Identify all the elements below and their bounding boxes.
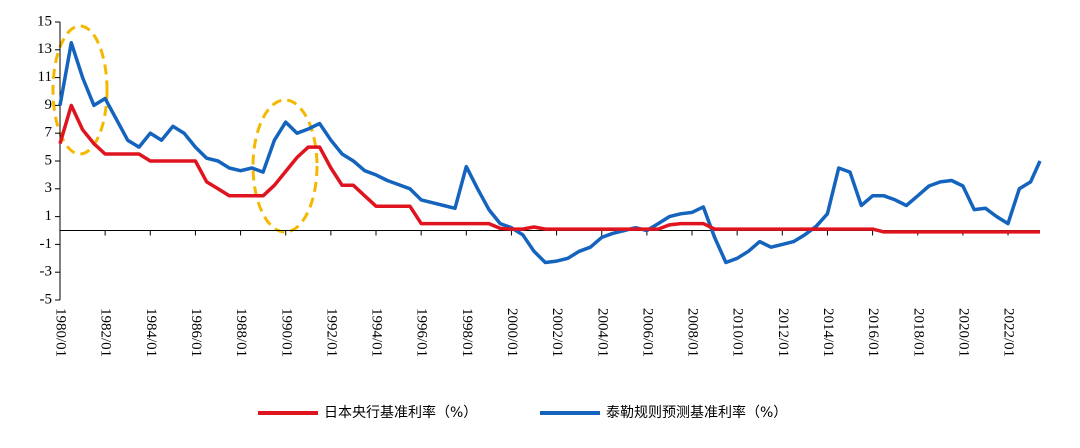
x-tick-label: 2000/01 bbox=[504, 308, 520, 357]
y-tick-label: -3 bbox=[40, 264, 53, 280]
x-tick-label: 2002/01 bbox=[549, 308, 565, 357]
y-tick-label: 1 bbox=[45, 208, 53, 224]
y-tick-label: 11 bbox=[38, 69, 52, 85]
y-tick-label: 9 bbox=[45, 97, 53, 113]
x-tick-label: 2004/01 bbox=[594, 308, 610, 357]
highlight-ellipse bbox=[51, 24, 109, 156]
y-tick-label: 13 bbox=[37, 41, 52, 57]
x-tick-label: 2022/01 bbox=[1001, 308, 1017, 357]
line-series bbox=[58, 103, 1040, 234]
x-tick-label: 1990/01 bbox=[278, 308, 294, 357]
x-tick-label: 2014/01 bbox=[820, 308, 836, 357]
x-tick-label: 1998/01 bbox=[459, 308, 475, 357]
x-tick-label: 1982/01 bbox=[98, 308, 114, 357]
y-tick-label: 7 bbox=[45, 125, 53, 141]
x-tick-label: 1980/01 bbox=[53, 308, 69, 357]
x-tick-label: 1996/01 bbox=[414, 308, 430, 357]
x-tick-label: 1988/01 bbox=[233, 308, 249, 357]
line-series bbox=[58, 41, 1042, 265]
x-tick-label: 2016/01 bbox=[865, 308, 881, 357]
x-tick-label: 2012/01 bbox=[775, 308, 791, 357]
y-tick-label: 5 bbox=[45, 152, 53, 168]
x-tick-label: 2008/01 bbox=[685, 308, 701, 357]
x-tick-label: 2018/01 bbox=[910, 308, 926, 357]
y-tick-label: -1 bbox=[40, 236, 53, 252]
legend-label: 日本央行基准利率（%） bbox=[324, 404, 477, 421]
x-tick-label: 2020/01 bbox=[955, 308, 971, 357]
y-tick-label: 15 bbox=[37, 13, 52, 29]
x-tick-label: 1984/01 bbox=[143, 308, 159, 357]
x-tick-label: 2006/01 bbox=[639, 308, 655, 357]
x-tick-label: 1986/01 bbox=[188, 308, 204, 357]
x-tick-label: 2010/01 bbox=[730, 308, 746, 357]
legend-label: 泰勒规则预测基准利率（%） bbox=[606, 404, 787, 421]
highlight-ellipse bbox=[251, 98, 319, 234]
x-tick-label: 1994/01 bbox=[369, 308, 385, 357]
y-tick-label: -5 bbox=[40, 291, 53, 307]
x-tick-label: 1992/01 bbox=[323, 308, 339, 357]
y-tick-label: 3 bbox=[45, 180, 53, 196]
